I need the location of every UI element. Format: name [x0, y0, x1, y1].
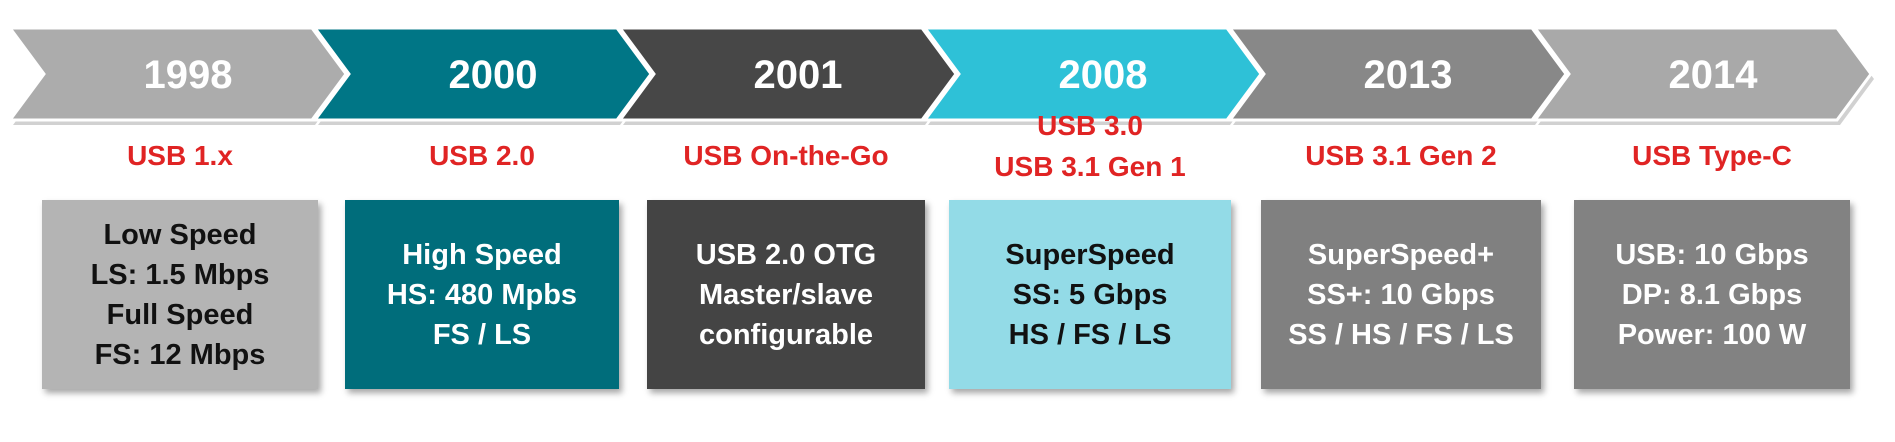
details-box-2008: SuperSpeed SS: 5 Gbps HS / FS / LS	[949, 200, 1231, 389]
detail-line: Power: 100 W	[1617, 318, 1807, 351]
detail-line: FS: 12 Mbps	[94, 338, 266, 371]
detail-line: High Speed	[402, 238, 562, 271]
standard-name: USB 2.0	[429, 140, 535, 171]
standard-name: USB On-the-Go	[683, 140, 889, 171]
detail-line: USB: 10 Gbps	[1615, 238, 1809, 271]
detail-line: SS+: 10 Gbps	[1307, 278, 1495, 311]
detail-line: FS / LS	[432, 318, 532, 351]
detail-line: HS / FS / LS	[1008, 318, 1172, 351]
detail-line: Master/slave	[698, 278, 874, 311]
detail-line: Full Speed	[106, 298, 254, 331]
detail-line: SuperSpeed+	[1307, 238, 1495, 271]
standard-name: USB 3.1 Gen 1	[994, 151, 1186, 182]
detail-line: SuperSpeed	[1005, 238, 1175, 271]
year-label: 2001	[754, 53, 843, 97]
standard-label: USB 1.x	[20, 135, 340, 176]
details-box-2013: SuperSpeed+ SS+: 10 Gbps SS / HS / FS / LS	[1261, 200, 1541, 389]
chevron-1998	[7, 26, 348, 122]
chevron-2014	[1532, 26, 1873, 122]
detail-line: SS / HS / FS / LS	[1288, 318, 1514, 351]
year-label: 2013	[1364, 53, 1453, 97]
standard-label: USB 3.1 Gen 2	[1241, 135, 1561, 176]
standard-label: USB 3.0 USB 3.1 Gen 1	[930, 105, 1250, 187]
year-label: 2008	[1059, 53, 1148, 97]
year-label: 2014	[1669, 53, 1759, 97]
standard-label: USB Type-C	[1552, 135, 1872, 176]
timeline-chevrons: 1998 2000 2001 2008 2013 2014	[7, 26, 1874, 125]
year-label: 2000	[449, 53, 538, 97]
standard-name: USB 3.1 Gen 2	[1305, 140, 1497, 171]
details-box-1998: Low Speed LS: 1.5 Mbps Full Speed FS: 12 Mb…	[42, 200, 318, 389]
details-box-2001: USB 2.0 OTG Master/slave configurable	[647, 200, 925, 389]
chevron-2008	[922, 26, 1263, 122]
chevron-2013	[1227, 26, 1568, 122]
detail-line: Low Speed	[103, 218, 257, 251]
detail-line: DP: 8.1 Gbps	[1621, 278, 1803, 311]
details-box-2014: USB: 10 Gbps DP: 8.1 Gbps Power: 100 W	[1574, 200, 1850, 389]
detail-line: LS: 1.5 Mbps	[90, 258, 270, 291]
chevron-2001	[617, 26, 958, 122]
standard-name: USB 3.0	[1037, 110, 1143, 141]
detail-line: USB 2.0 OTG	[695, 238, 877, 271]
chevron-2000	[312, 26, 653, 122]
details-box-2000: High Speed HS: 480 Mpbs FS / LS	[345, 200, 619, 389]
standard-name: USB 1.x	[127, 140, 233, 171]
year-label: 1998	[144, 53, 233, 97]
detail-line: configurable	[698, 318, 873, 351]
detail-line: HS: 480 Mpbs	[386, 278, 578, 311]
standard-label: USB On-the-Go	[626, 135, 946, 176]
detail-line: SS: 5 Gbps	[1012, 278, 1168, 311]
standard-name: USB Type-C	[1632, 140, 1792, 171]
standard-label: USB 2.0	[322, 135, 642, 176]
